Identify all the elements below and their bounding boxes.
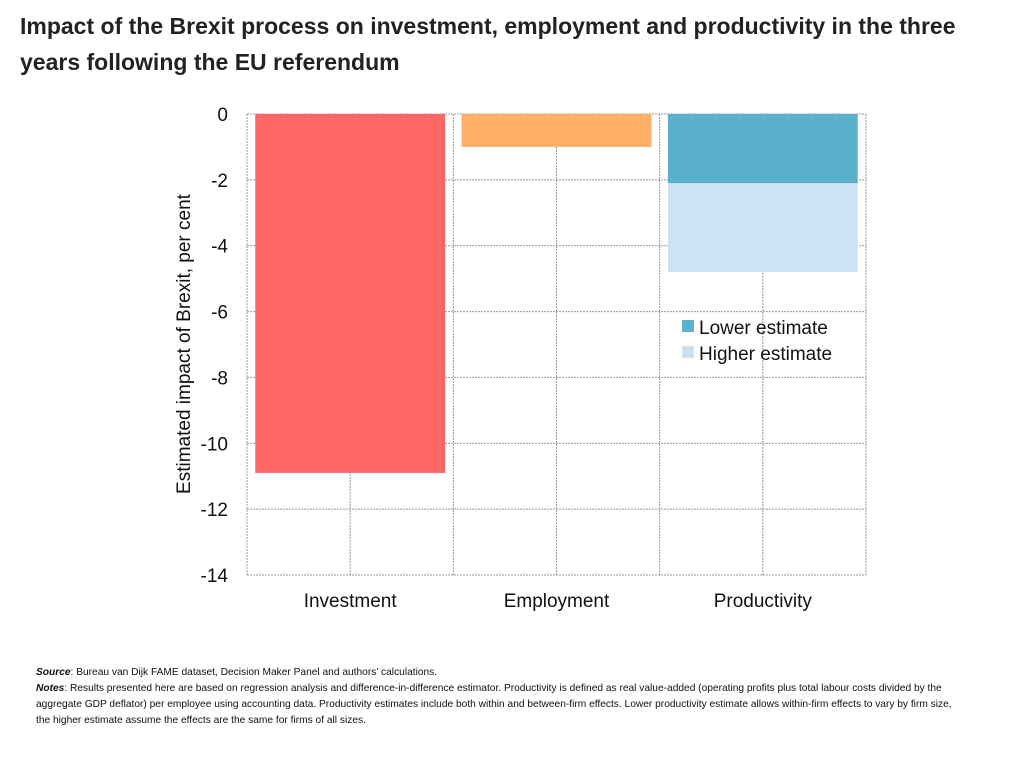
bar-productivity-higher (667, 183, 858, 273)
source-text: : Bureau van Dijk FAME dataset, Decision… (70, 667, 438, 678)
y-axis-label: Estimated impact of Brexit, per cent (174, 193, 195, 494)
y-tick-label: -12 (201, 500, 228, 521)
chart-footnotes: Source: Bureau van Dijk FAME dataset, De… (36, 665, 956, 729)
x-tick-label: Investment (304, 591, 398, 612)
notes-text: : Results presented here are based on re… (36, 683, 952, 726)
y-tick-label: -2 (211, 171, 228, 192)
bar-investment (255, 114, 446, 473)
legend-label: Lower estimate (699, 318, 828, 339)
bar-employment (461, 114, 652, 147)
y-tick-label: -10 (201, 434, 228, 455)
chart-title: Impact of the Brexit process on investme… (20, 13, 956, 75)
y-tick-label: -4 (211, 237, 228, 258)
notes-label: Notes (36, 683, 65, 694)
legend-swatch (682, 320, 694, 332)
bar-productivity-lower (667, 114, 858, 184)
x-tick-label: Productivity (714, 591, 813, 612)
source-label: Source (36, 667, 71, 678)
source-note: Source: Bureau van Dijk FAME dataset, De… (36, 665, 956, 681)
y-tick-label: -6 (211, 303, 228, 324)
y-tick-label: -8 (211, 368, 228, 389)
notes-note: Notes: Results presented here are based … (36, 681, 956, 729)
y-tick-label: -14 (201, 566, 229, 587)
bar-chart: 0 -2 -4 -6 -8 -10 -12 -14 Investment Employment Pr… (174, 105, 867, 612)
legend-label: Higher estimate (699, 344, 832, 365)
legend-swatch (682, 346, 694, 358)
x-tick-label: Employment (504, 591, 610, 612)
y-tick-label: 0 (217, 105, 228, 126)
